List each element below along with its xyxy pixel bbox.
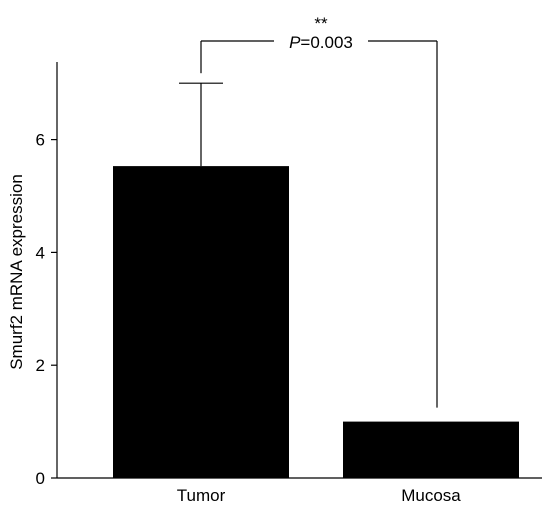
y-tick-label: 0 bbox=[36, 469, 45, 488]
significance-stars: ** bbox=[314, 14, 328, 33]
significance-p-value: P=0.003 bbox=[289, 33, 353, 52]
y-ticks: 0 2 4 6 bbox=[36, 131, 57, 488]
x-categories: Tumor Mucosa bbox=[177, 486, 462, 505]
y-axis-title: Smurf2 mRNA expression bbox=[7, 174, 26, 370]
p-value: =0.003 bbox=[300, 33, 352, 52]
error-bars bbox=[179, 82, 223, 167]
x-category-label: Mucosa bbox=[401, 486, 461, 505]
p-symbol: P bbox=[289, 33, 301, 52]
bars bbox=[113, 166, 519, 478]
y-tick-label: 6 bbox=[36, 131, 45, 150]
significance-bracket: ** P=0.003 bbox=[200, 14, 438, 408]
x-category-label: Tumor bbox=[177, 486, 226, 505]
bar-mucosa bbox=[343, 421, 519, 478]
y-tick-label: 4 bbox=[36, 243, 45, 262]
y-tick-label: 2 bbox=[36, 356, 45, 375]
bar-tumor bbox=[113, 166, 289, 478]
